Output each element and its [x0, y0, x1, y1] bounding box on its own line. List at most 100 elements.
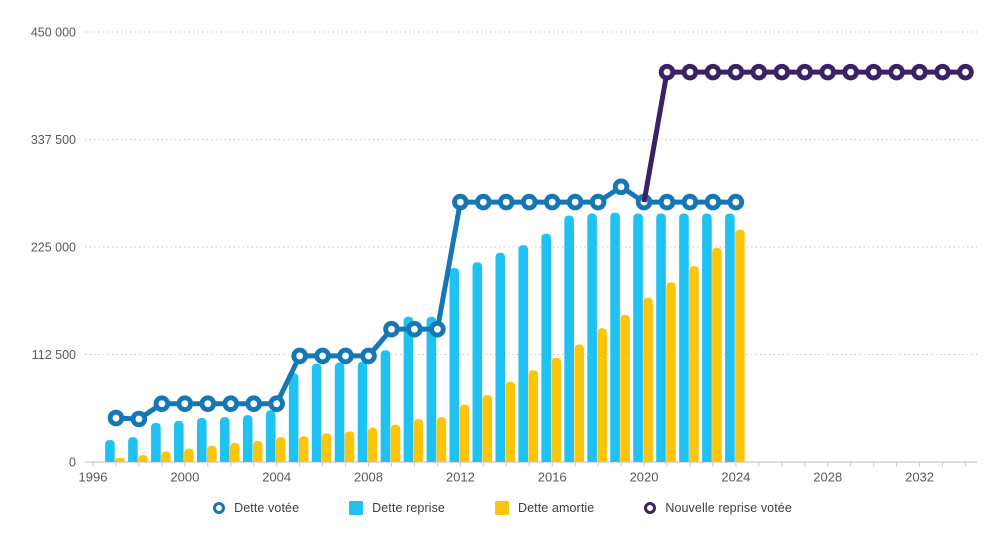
data-point-marker-center: [847, 68, 855, 76]
bar-dette-amortie[interactable]: [528, 370, 539, 462]
bar-dette-amortie[interactable]: [505, 381, 516, 462]
legend-ring-icon: [644, 502, 657, 514]
x-axis-tick-label: 1996: [79, 470, 108, 485]
data-point-marker-center: [709, 68, 717, 76]
bar-dette-reprise[interactable]: [564, 215, 574, 462]
data-point-marker-center: [824, 68, 832, 76]
bar-dette-reprise[interactable]: [633, 213, 643, 462]
legend-square-icon: [349, 501, 364, 515]
legend-item-dette-amortie[interactable]: Dette amortie: [494, 501, 594, 515]
x-axis-tick-label: 2020: [630, 470, 659, 485]
bar-dette-reprise[interactable]: [357, 361, 368, 462]
bar-dette-amortie[interactable]: [436, 417, 447, 462]
bar-dette-reprise[interactable]: [610, 212, 620, 462]
data-point-marker-center: [204, 400, 212, 408]
bar-dette-amortie[interactable]: [275, 437, 286, 462]
legend-item-nouvelle-reprise-votee[interactable]: Nouvelle reprise votée: [644, 501, 792, 515]
data-point-marker-center: [479, 198, 487, 206]
legend-square-icon: [494, 501, 509, 515]
bar-dette-amortie[interactable]: [666, 282, 676, 462]
bar-dette-amortie[interactable]: [735, 229, 745, 462]
bar-dette-amortie[interactable]: [643, 297, 653, 462]
line-series: [641, 69, 966, 203]
bar-dette-amortie[interactable]: [390, 424, 401, 462]
data-point-marker-center: [893, 68, 900, 76]
legend-item-dette-reprise[interactable]: Dette reprise: [349, 501, 445, 515]
data-point-marker-center: [411, 325, 418, 333]
bar-dette-reprise[interactable]: [403, 316, 414, 462]
bar-dette-amortie[interactable]: [597, 328, 607, 462]
bar-dette-reprise[interactable]: [151, 422, 161, 462]
x-axis-tick-label: 2000: [170, 470, 199, 485]
bar-dette-amortie[interactable]: [229, 442, 240, 462]
data-point-marker-center: [502, 198, 510, 206]
data-point-marker-center: [709, 198, 717, 206]
bar-dette-reprise[interactable]: [128, 437, 138, 462]
bar-dette-reprise[interactable]: [265, 410, 276, 462]
bar-dette-reprise[interactable]: [426, 316, 437, 462]
bar-dette-reprise[interactable]: [656, 213, 666, 462]
bar-dette-amortie[interactable]: [413, 419, 424, 462]
bar-dette-amortie[interactable]: [367, 427, 378, 462]
bar-dette-amortie[interactable]: [115, 458, 125, 462]
bar-dette-reprise[interactable]: [725, 213, 735, 462]
bar-dette-amortie[interactable]: [574, 344, 584, 462]
x-axis-tick-label: 2012: [446, 470, 475, 485]
bar-dette-amortie[interactable]: [184, 448, 194, 462]
data-point-marker-center: [962, 68, 969, 76]
bar-dette-amortie[interactable]: [252, 440, 263, 462]
bar-dette-reprise[interactable]: [219, 417, 230, 462]
bar-dette-reprise[interactable]: [518, 245, 529, 462]
legend-label: Dette reprise: [372, 501, 445, 515]
data-point-marker-center: [663, 198, 671, 206]
data-point-marker-center: [250, 400, 258, 408]
bar-dette-amortie[interactable]: [459, 404, 470, 462]
bar-dette-reprise[interactable]: [472, 262, 483, 462]
bar-dette-reprise[interactable]: [334, 362, 345, 462]
bar-dette-reprise[interactable]: [197, 418, 207, 462]
bar-dette-reprise[interactable]: [105, 440, 115, 462]
bar-dette-amortie[interactable]: [689, 266, 699, 462]
legend-item-dette-votee[interactable]: Dette votée: [213, 501, 299, 515]
data-point-marker-center: [525, 198, 533, 206]
bar-dette-amortie[interactable]: [161, 451, 171, 462]
bar-dette-amortie[interactable]: [482, 395, 493, 462]
bar-dette-amortie[interactable]: [298, 436, 309, 462]
legend-label: Dette votée: [234, 501, 300, 515]
bar-dette-reprise[interactable]: [311, 363, 322, 462]
data-point-marker-center: [732, 198, 740, 206]
data-point-marker-center: [686, 68, 694, 76]
data-point-marker-center: [594, 198, 602, 206]
bar-dette-reprise[interactable]: [702, 213, 712, 462]
bar-dette-amortie[interactable]: [207, 445, 217, 462]
bar-dette-amortie[interactable]: [620, 314, 630, 462]
bar-dette-reprise[interactable]: [587, 213, 597, 462]
bar-dette-reprise[interactable]: [541, 233, 551, 462]
data-point-marker-center: [571, 198, 579, 206]
bar-dette-reprise[interactable]: [449, 268, 460, 462]
data-point-marker-center: [388, 325, 395, 333]
bar-dette-reprise[interactable]: [679, 213, 689, 462]
data-point-marker-center: [181, 400, 189, 408]
bar-dette-amortie[interactable]: [138, 455, 148, 462]
data-point-marker-center: [342, 352, 349, 360]
bar-dette-amortie[interactable]: [344, 431, 355, 462]
line-series: [115, 184, 736, 422]
bar-dette-reprise[interactable]: [242, 415, 253, 462]
bar-dette-amortie[interactable]: [712, 247, 722, 462]
legend-label: Nouvelle reprise votée: [665, 501, 792, 515]
bar-dette-reprise[interactable]: [288, 373, 299, 462]
y-axis-tick-label: 225 000: [31, 241, 76, 255]
data-point-marker-center: [135, 415, 143, 423]
bar-dette-amortie[interactable]: [551, 357, 561, 462]
data-point-marker-center: [916, 68, 923, 76]
bar-dette-amortie[interactable]: [321, 433, 332, 462]
data-point-marker-center: [273, 400, 281, 408]
data-point-marker-center: [663, 68, 671, 76]
bar-dette-reprise[interactable]: [380, 350, 391, 462]
bar-dette-reprise[interactable]: [495, 252, 506, 462]
bar-dette-reprise[interactable]: [174, 420, 184, 462]
data-point-marker-center: [939, 68, 946, 76]
x-axis-tick-label: 2032: [905, 470, 934, 485]
